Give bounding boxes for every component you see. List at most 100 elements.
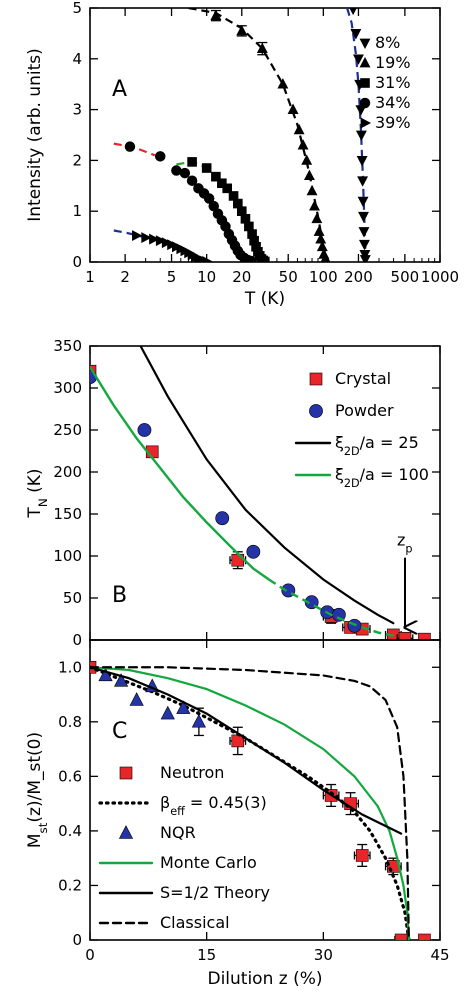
data-point <box>236 24 248 36</box>
y-axis-label: TN (K) <box>25 468 50 518</box>
chart-panel-c: 0 15 30 45 0 0.2 0.4 0.6 0.8 1.0 Dilution z (%) Mst… <box>25 639 450 989</box>
data-point <box>114 673 129 687</box>
data-point <box>353 54 364 65</box>
series-line <box>90 666 410 940</box>
plot-frame <box>89 345 441 641</box>
series-2d-a-100 <box>90 366 394 637</box>
data-point <box>245 255 257 262</box>
legend-item-nqr: NQR <box>118 823 196 842</box>
series-line <box>90 665 411 940</box>
series-line <box>90 666 410 940</box>
data-point <box>357 176 369 187</box>
legend-label: 39% <box>375 113 411 132</box>
legend-label: Powder <box>335 401 394 420</box>
x-tick-label: 15 <box>197 946 216 964</box>
series-31 <box>176 157 270 262</box>
x-tick-label: 50 <box>279 268 298 286</box>
y-tick-label: 1 <box>72 202 82 220</box>
y-tick-label: 350 <box>53 337 82 355</box>
x-tick-label: 1 <box>85 268 95 286</box>
x-tick-label: 1000 <box>421 268 459 286</box>
legend-label: 19% <box>375 53 411 72</box>
data-point <box>306 184 318 196</box>
series-19 <box>188 8 331 262</box>
x-tick-label: 100 <box>309 268 338 286</box>
series-2d-a-25 <box>139 346 395 625</box>
data-point <box>203 193 215 204</box>
series-s-1-2-theory <box>90 666 403 835</box>
data-point <box>202 256 213 262</box>
legend-marker <box>309 372 323 386</box>
plot-frame <box>89 639 441 941</box>
data-point <box>394 933 408 940</box>
series-line <box>90 666 403 835</box>
legend-item-powder: Powder <box>309 401 394 420</box>
legend-item-2d-a-100: ξ2D/a = 100 <box>294 465 429 490</box>
data-point <box>418 933 431 940</box>
legend: 8%19%31%34%39% <box>359 33 411 132</box>
y-tick-label: 1.0 <box>58 658 82 676</box>
series-34 <box>113 141 257 262</box>
series-eff-0-45-3 <box>90 665 411 940</box>
legend-item-crystal: Crystal <box>309 369 391 388</box>
legend-item-classical: Classical <box>98 913 230 932</box>
data-point <box>398 632 412 640</box>
data-point <box>359 255 371 262</box>
data-point <box>132 230 143 242</box>
data-point <box>211 171 221 182</box>
legend-item-19: 19% <box>359 53 411 72</box>
data-point <box>309 200 320 211</box>
x-axis-label: Dilution z (%) <box>207 969 322 989</box>
series-39 <box>113 229 213 262</box>
y-tick-label: 2 <box>72 151 82 169</box>
data-point <box>349 8 357 16</box>
chart-panel-b: 0 50 100 150 200 250 300 350 TN (K) Bzp Crystal Pow… <box>25 337 441 649</box>
data-point <box>301 154 313 165</box>
legend-label: βeff = 0.45(3) <box>160 793 267 818</box>
series-classical <box>90 666 410 940</box>
legend-item-eff-0-45-3: βeff = 0.45(3) <box>98 793 267 818</box>
data-point <box>98 667 113 682</box>
legend-marker <box>119 766 133 780</box>
data-point <box>313 225 325 236</box>
y-tick-label: 300 <box>53 379 82 397</box>
legend-item-2d-a-25: ξ2D/a = 25 <box>294 433 419 458</box>
x-tick-label: 200 <box>344 268 373 286</box>
y-tick-label: 4 <box>72 50 82 68</box>
y-tick-label: 0.2 <box>58 876 82 894</box>
legend-label: Classical <box>160 913 230 932</box>
data-point <box>217 178 227 189</box>
panel-label: C <box>112 719 127 744</box>
legend-label: Neutron <box>160 763 224 782</box>
series-line <box>90 366 270 581</box>
x-tick-label: 20 <box>232 268 251 286</box>
y-axis-label: Intensity (arb. units) <box>25 48 45 221</box>
series-line <box>139 346 395 625</box>
data-point <box>141 232 152 244</box>
data-point <box>215 511 230 526</box>
data-point <box>303 169 315 180</box>
series-8 <box>346 8 371 262</box>
legend-item-s-1-2-theory: S=1/2 Theory <box>98 883 270 902</box>
y-tick-label: 150 <box>53 505 82 523</box>
fit-line <box>188 8 329 262</box>
x-tick-label: 0 <box>85 946 95 964</box>
data-point <box>323 254 331 262</box>
data-point <box>160 705 175 720</box>
data-point <box>418 632 431 640</box>
data-point <box>260 256 270 262</box>
legend-label: Monte Carlo <box>160 853 257 872</box>
legend: Crystal Powder ξ2D/a = 25 ξ2D/a = 100 <box>294 369 429 490</box>
y-tick-label: 0 <box>72 931 82 949</box>
data-point <box>179 167 191 179</box>
legend-label: ξ2D/a = 100 <box>335 465 429 490</box>
data-point <box>287 103 299 114</box>
data-point <box>210 9 222 20</box>
y-tick-label: 0 <box>72 631 82 649</box>
y-tick-label: 3 <box>72 101 82 119</box>
legend-marker <box>309 404 323 418</box>
legend: Neutron βeff = 0.45(3) NQR Monte Carlo S=1/2… <box>98 763 270 932</box>
data-point <box>355 130 367 142</box>
legend-marker <box>360 117 372 129</box>
